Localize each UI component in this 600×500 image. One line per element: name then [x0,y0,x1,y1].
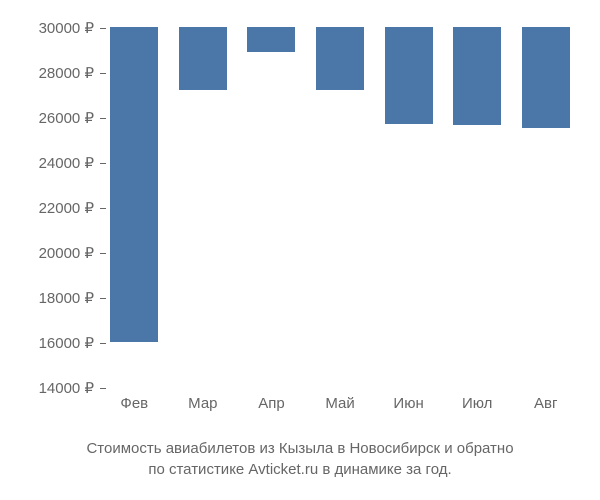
y-tick: 16000 ₽ [10,334,106,352]
y-tick-label: 18000 ₽ [10,289,100,307]
chart-area: 14000 ₽ 16000 ₽ 18000 ₽ 20000 ₽ 22000 ₽ 24000… [10,20,580,418]
y-tick-label: 28000 ₽ [10,64,100,82]
y-tick: 22000 ₽ [10,199,106,217]
y-tick: 20000 ₽ [10,244,106,262]
y-tick: 30000 ₽ [10,19,106,37]
plot-area: ФевМарАпрМайИюнИюлАвг [100,27,580,388]
bar [110,27,158,342]
bar [453,27,501,125]
y-tick-label: 30000 ₽ [10,19,100,37]
x-tick-label: Мар [188,395,217,412]
y-tick: 14000 ₽ [10,379,106,397]
bar [247,27,295,52]
bar-wrapper: Авг [511,27,580,387]
x-tick-label: Май [325,395,354,412]
caption-line-2: по статистике Avticket.ru в динамике за … [20,459,580,480]
y-tick-label: 22000 ₽ [10,199,100,217]
bar-wrapper: Мар [169,27,238,387]
x-tick-label: Июл [462,395,492,412]
y-tick-label: 16000 ₽ [10,334,100,352]
y-tick: 26000 ₽ [10,109,106,127]
x-tick-label: Авг [534,395,557,412]
x-tick-label: Июн [393,395,423,412]
y-tick: 18000 ₽ [10,289,106,307]
bar-wrapper: Июн [374,27,443,387]
bar-wrapper: Фев [100,27,169,387]
x-tick-label: Фев [120,395,148,412]
chart-caption: Стоимость авиабилетов из Кызыла в Новоси… [0,428,600,500]
y-tick-label: 14000 ₽ [10,379,100,397]
bar [385,27,433,124]
bar [179,27,227,90]
y-tick-label: 26000 ₽ [10,109,100,127]
bar [316,27,364,90]
bar [522,27,570,128]
y-tick-label: 24000 ₽ [10,154,100,172]
x-tick-label: Апр [258,395,284,412]
y-tick-label: 20000 ₽ [10,244,100,262]
y-tick: 24000 ₽ [10,154,106,172]
caption-line-1: Стоимость авиабилетов из Кызыла в Новоси… [20,438,580,459]
bar-wrapper: Май [306,27,375,387]
bar-wrapper: Июл [443,27,512,387]
bar-wrapper: Апр [237,27,306,387]
y-tick: 28000 ₽ [10,64,106,82]
